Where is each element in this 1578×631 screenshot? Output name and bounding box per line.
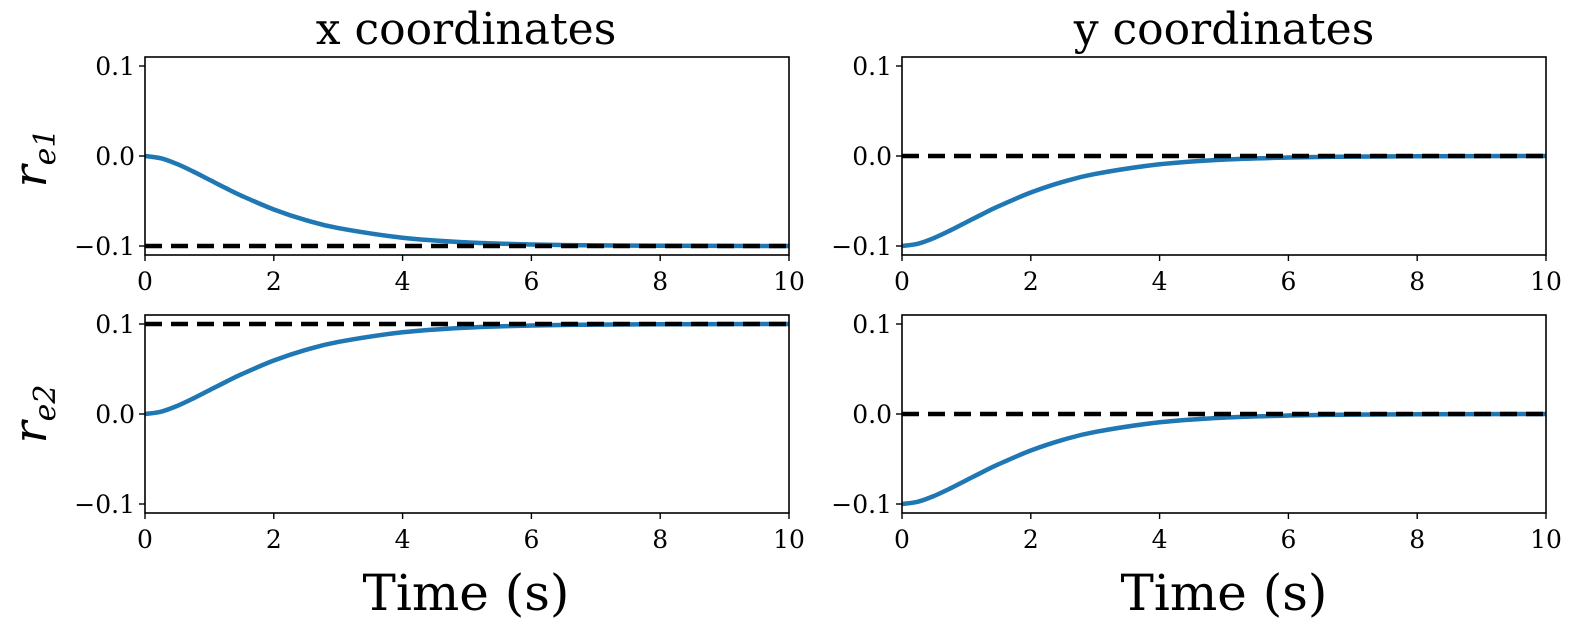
x-tick-label: 0 bbox=[894, 525, 910, 554]
x-tick-label: 8 bbox=[652, 525, 668, 554]
x-tick-label: 2 bbox=[266, 267, 282, 296]
x-tick-label: 6 bbox=[1280, 267, 1296, 296]
x-tick-label: 0 bbox=[137, 267, 153, 296]
x-tick-label: 0 bbox=[137, 525, 153, 554]
y-tick-label: 0.0 bbox=[852, 142, 892, 171]
y-tick-label: 0.1 bbox=[852, 52, 892, 81]
x-tick-label: 8 bbox=[1409, 267, 1425, 296]
trajectory-line bbox=[902, 153, 1546, 249]
y-tick-label: 0.0 bbox=[95, 400, 135, 429]
x-axis-label-left: Time (s) bbox=[363, 564, 570, 622]
y-tick-label: 0.0 bbox=[95, 142, 135, 171]
x-tick-label: 6 bbox=[1280, 525, 1296, 554]
x-tick-label: 10 bbox=[773, 267, 805, 296]
panel-re1-y: 0 2 4 6 8 10 −0.1 0.0 0.1 bbox=[831, 52, 1562, 296]
x-axis-label-right: Time (s) bbox=[1121, 564, 1328, 622]
row-label-re2-sub: e2 bbox=[28, 385, 63, 422]
x-tick-label: 0 bbox=[894, 267, 910, 296]
y-tick-label: 0.1 bbox=[852, 310, 892, 339]
axes-frame bbox=[144, 56, 790, 256]
axes-frame bbox=[144, 314, 790, 514]
x-tick-label: 8 bbox=[1409, 525, 1425, 554]
x-tick-label: 6 bbox=[523, 267, 539, 296]
row-label-re1: re1 bbox=[3, 129, 63, 188]
y-tick-label: −0.1 bbox=[74, 490, 135, 519]
x-tick-label: 4 bbox=[395, 267, 411, 296]
x-tick-label: 2 bbox=[266, 525, 282, 554]
x-tick-label: 4 bbox=[395, 525, 411, 554]
trajectory-line bbox=[902, 411, 1546, 507]
x-tick-label: 8 bbox=[652, 267, 668, 296]
x-tick-label: 10 bbox=[1530, 267, 1562, 296]
x-tick-label: 2 bbox=[1023, 267, 1039, 296]
y-tick-label: 0.1 bbox=[95, 52, 135, 81]
x-tick-label: 2 bbox=[1023, 525, 1039, 554]
row-label-re2-base: r bbox=[3, 418, 57, 443]
y-tick-label: −0.1 bbox=[74, 232, 135, 261]
x-tick-label: 4 bbox=[1152, 525, 1168, 554]
column-title-y: y coordinates bbox=[1073, 4, 1375, 55]
panel-re1-x: 0 2 4 6 8 10 −0.1 0.0 0.1 bbox=[74, 52, 805, 296]
y-tick-label: −0.1 bbox=[831, 490, 892, 519]
row-label-re1-base: r bbox=[3, 162, 57, 187]
x-tick-label: 4 bbox=[1152, 267, 1168, 296]
row-label-re2: re2 bbox=[3, 385, 63, 444]
row-label-re1-sub: e1 bbox=[28, 129, 63, 166]
x-tick-label: 10 bbox=[1530, 525, 1562, 554]
y-tick-label: 0.0 bbox=[852, 400, 892, 429]
panel-re2-y: 0 2 4 6 8 10 −0.1 0.0 0.1 bbox=[831, 310, 1562, 554]
x-tick-label: 10 bbox=[773, 525, 805, 554]
x-tick-label: 6 bbox=[523, 525, 539, 554]
panel-re2-x: 0 2 4 6 8 10 −0.1 0.0 0.1 bbox=[74, 310, 805, 554]
trajectory-line bbox=[145, 153, 789, 249]
column-title-x: x coordinates bbox=[316, 4, 617, 55]
trajectory-line bbox=[145, 321, 789, 417]
y-tick-label: 0.1 bbox=[95, 310, 135, 339]
y-tick-label: −0.1 bbox=[831, 232, 892, 261]
